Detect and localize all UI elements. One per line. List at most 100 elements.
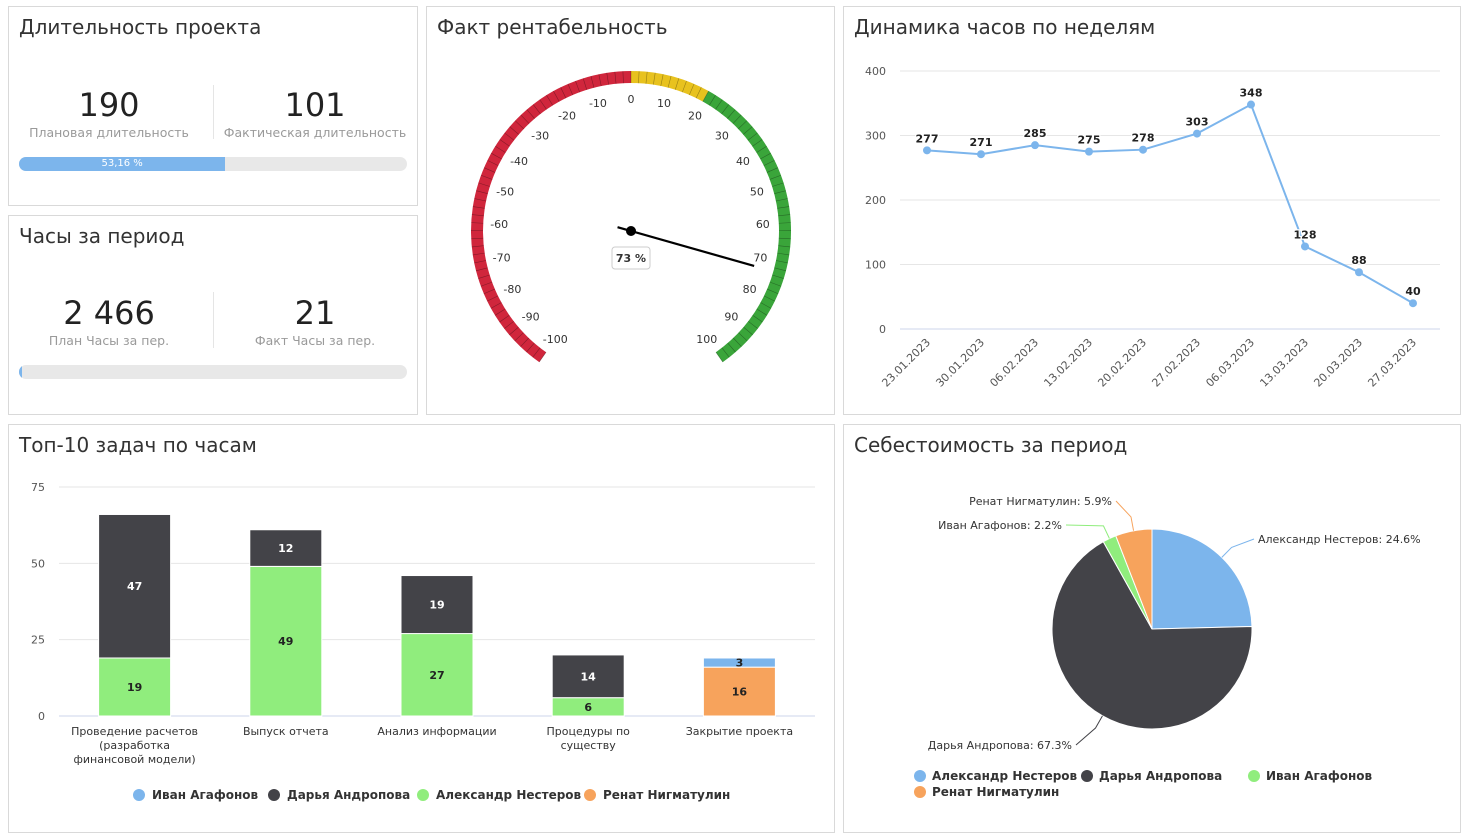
y-tick-label: 400	[865, 65, 886, 78]
legend-label: Дарья Андропова	[1099, 769, 1222, 783]
gauge-minor-tick	[504, 132, 515, 141]
gauge-minor-tick	[772, 182, 784, 187]
hours-plan-kpi: 2 466 План Часы за пер.	[9, 295, 209, 348]
legend-marker	[914, 786, 926, 798]
data-point	[923, 146, 931, 155]
bar-data-label: 19	[127, 681, 142, 694]
gauge-minor-tick	[778, 237, 791, 240]
x-tick-label: 20.03.2023	[1311, 336, 1365, 390]
gauge-band	[702, 91, 791, 363]
gauge-tick-label: 60	[756, 218, 770, 231]
gauge-tick-label: 70	[753, 251, 767, 264]
gauge-minor-tick	[472, 252, 485, 256]
pie-data-label: Дарья Андропова: 67.3%	[928, 739, 1072, 752]
x-tick-label: финансовой модели)	[74, 753, 196, 766]
x-tick-label: Проведение расчетов	[71, 725, 198, 738]
gauge-minor-tick	[514, 332, 524, 342]
gauge-minor-tick	[471, 214, 484, 217]
bar-data-label: 49	[278, 635, 293, 648]
gauge-minor-tick	[645, 71, 648, 84]
gauge-tick-label: -40	[510, 155, 528, 168]
x-tick-label: Закрытие проекта	[686, 725, 793, 738]
hours-plan-label: План Часы за пер.	[48, 333, 170, 348]
bar-segment	[400, 633, 474, 717]
gauge-minor-tick	[478, 274, 490, 279]
gauge-band	[631, 71, 709, 102]
legend-label: Ренат Нигматулин	[932, 785, 1059, 799]
gauge-minor-tick	[491, 152, 502, 160]
x-tick-label: 06.03.2023	[1203, 336, 1257, 390]
cost-pie-chart: Александр Нестеров: 24.6% Дарья Андропова…	[914, 495, 1421, 799]
weekly-line-chart: 0 100 200 300 400 277 271 285 275 278 303 348 128 88 4…	[865, 65, 1440, 390]
duration-plan-kpi: 190 Плановая длительность	[9, 87, 209, 140]
gauge-minor-tick	[499, 139, 510, 147]
pie-slice	[1115, 528, 1153, 630]
x-tick-label: Выпуск отчета	[243, 725, 329, 738]
data-point	[1355, 268, 1363, 277]
gauge-minor-tick	[526, 342, 535, 353]
gauge-minor-tick	[721, 347, 730, 358]
y-tick-label: 50	[31, 557, 45, 570]
duration-plan-value: 190	[78, 86, 140, 124]
gauge-minor-tick	[487, 295, 499, 302]
duration-fact-kpi: 101 Фактическая длительность	[215, 87, 415, 140]
duration-panel: Длительность проекта 190 Плановая длител…	[8, 6, 418, 206]
gauge-tick-label: 30	[715, 129, 729, 142]
gauge-minor-tick	[495, 145, 506, 153]
gauge-minor-tick	[743, 326, 753, 336]
data-point	[1409, 299, 1417, 308]
pie-connector	[1221, 538, 1255, 558]
gauge-minor-tick	[475, 267, 488, 272]
gauge-minor-tick	[471, 222, 484, 224]
gauge-value-label: 73 %	[616, 252, 646, 265]
gauge-minor-tick	[480, 174, 493, 180]
pie-connector	[1115, 500, 1135, 531]
gauge-minor-tick	[727, 109, 736, 119]
gauge-minor-tick	[756, 308, 768, 316]
bar-segment	[702, 657, 776, 668]
y-tick-label: 0	[38, 710, 45, 723]
gauge-minor-tick	[769, 281, 782, 287]
gauge-minor-tick	[760, 302, 772, 309]
gauge-minor-tick	[490, 302, 502, 309]
hours-fact-value: 21	[294, 294, 336, 332]
data-label: 128	[1294, 228, 1317, 241]
pie-slice	[1151, 528, 1253, 630]
gauge-minor-tick	[560, 87, 567, 99]
legend-label: Александр Нестеров	[932, 769, 1078, 783]
gauge-minor-tick	[622, 71, 624, 84]
data-label: 285	[1024, 127, 1047, 140]
gauge-minor-tick	[778, 222, 791, 224]
y-tick-label: 100	[865, 259, 886, 272]
legend-marker	[1081, 770, 1093, 782]
y-tick-label: 300	[865, 130, 886, 143]
legend-label: Александр Нестеров	[436, 788, 582, 802]
gauge-minor-tick	[721, 104, 730, 115]
gauge-minor-tick	[766, 167, 779, 173]
legend-label: Иван Агафонов	[152, 788, 259, 802]
duration-title: Длительность проекта	[19, 15, 262, 39]
gauge-minor-tick	[532, 347, 541, 358]
gauge-tick-label: -90	[522, 311, 540, 324]
gauge-tick-label: 20	[688, 110, 702, 123]
data-point	[1301, 242, 1309, 251]
gauge-tick-label: 10	[657, 97, 671, 110]
legend-label: Дарья Андропова	[287, 788, 410, 802]
gauge-tick-label: -50	[496, 185, 514, 198]
weekly-panel: Динамика часов по неделям 0 100 200 300 400 2…	[843, 6, 1461, 415]
gauge-minor-tick	[682, 80, 687, 93]
bar-data-label: 16	[732, 686, 748, 699]
top10-title: Топ-10 задач по часам	[19, 433, 257, 457]
gauge-minor-tick	[778, 245, 791, 248]
gauge-minor-tick	[775, 198, 788, 202]
data-label: 277	[916, 132, 939, 145]
gauge-minor-tick	[775, 260, 788, 264]
bar-segment	[98, 513, 172, 659]
duration-progress-fill: 53,16 %	[19, 157, 226, 171]
gauge-minor-tick	[476, 190, 488, 194]
x-tick-label: 06.02.2023	[987, 336, 1041, 390]
gauge-minor-tick	[590, 76, 595, 88]
gauge-minor-tick	[474, 198, 487, 202]
gauge-minor-tick	[708, 95, 716, 106]
gauge-minor-tick	[667, 76, 672, 88]
